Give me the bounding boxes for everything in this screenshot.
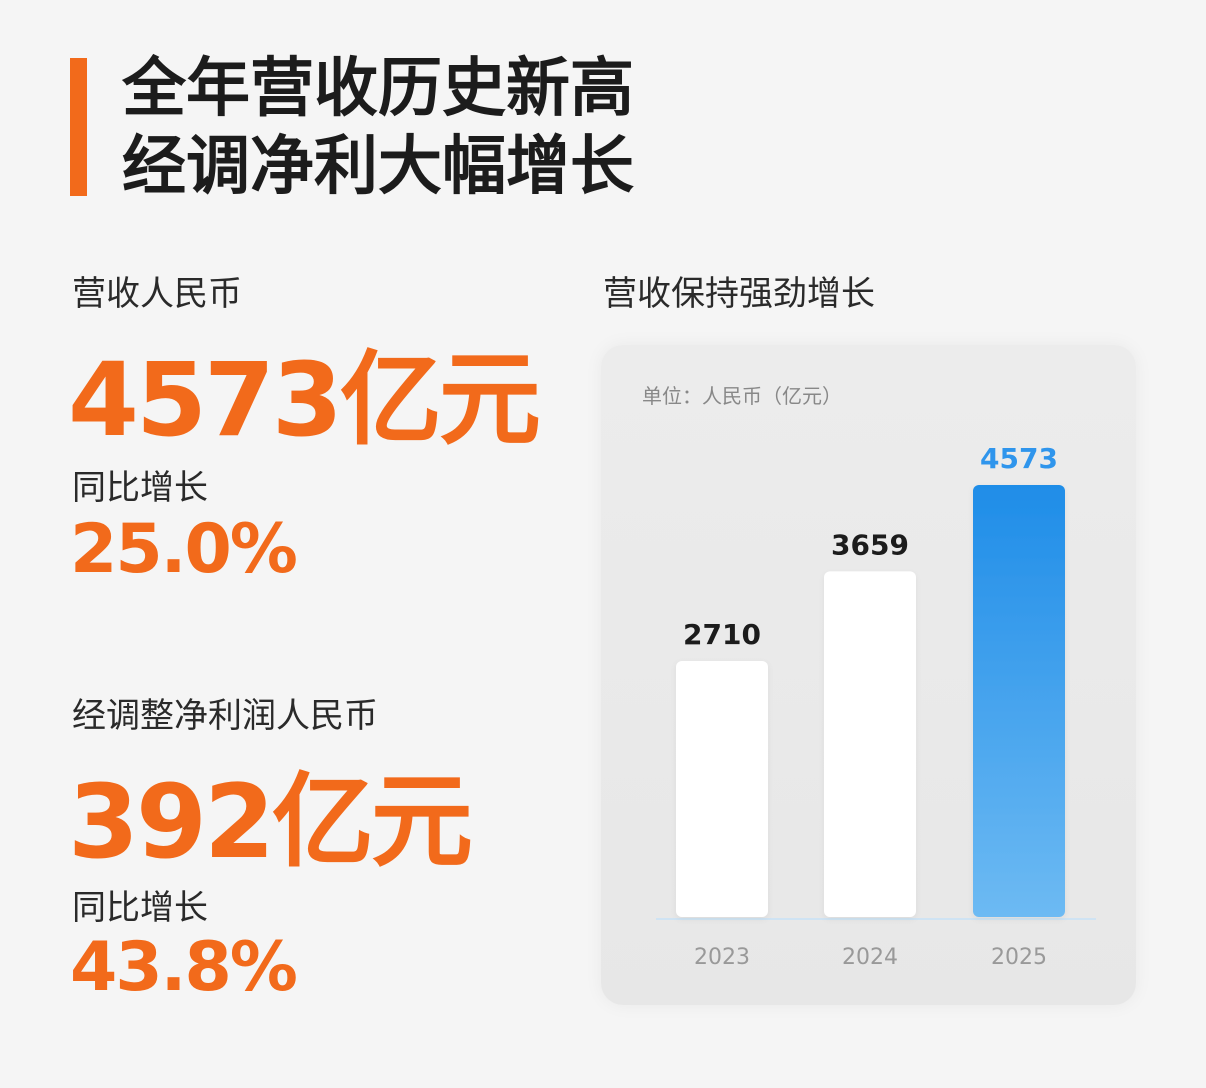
chart-title: 营收保持强劲增长 xyxy=(603,274,875,314)
x-tick-label-2023: 2023 xyxy=(694,945,750,970)
bar-2024 xyxy=(824,571,916,917)
profit-growth-value: 43.8% xyxy=(70,928,298,1007)
bar-2025 xyxy=(973,485,1065,917)
x-tick-label-2024: 2024 xyxy=(842,945,898,970)
revenue-growth-label: 同比增长 xyxy=(72,468,208,508)
profit-label: 经调整净利润人民币 xyxy=(72,696,378,736)
bar-2023 xyxy=(676,660,768,917)
profit-value: 392亿元 xyxy=(68,763,473,882)
headline-line-2: 经调净利大幅增长 xyxy=(122,130,634,204)
bar-value-label-2024: 3659 xyxy=(831,528,909,561)
bar-value-label-2025: 4573 xyxy=(980,442,1058,475)
x-tick-label-2025: 2025 xyxy=(991,945,1047,970)
revenue-label: 营收人民币 xyxy=(72,274,242,314)
headline: 全年营收历史新高 经调净利大幅增长 xyxy=(122,50,634,206)
bar-chart: 单位：人民币（亿元） 2710 2023 3659 2024 4573 2025 xyxy=(642,384,1096,970)
profit-growth-label: 同比增长 xyxy=(72,888,208,928)
title-accent-bar xyxy=(70,58,87,196)
revenue-value: 4573亿元 xyxy=(68,341,541,460)
chart-unit-label: 单位：人民币（亿元） xyxy=(642,384,842,408)
chart-card: 单位：人民币（亿元） 2710 2023 3659 2024 4573 2025 xyxy=(601,345,1136,1005)
bar-value-label-2023: 2710 xyxy=(683,618,761,651)
headline-line-1: 全年营收历史新高 xyxy=(122,52,634,126)
revenue-growth-value: 25.0% xyxy=(70,510,298,589)
